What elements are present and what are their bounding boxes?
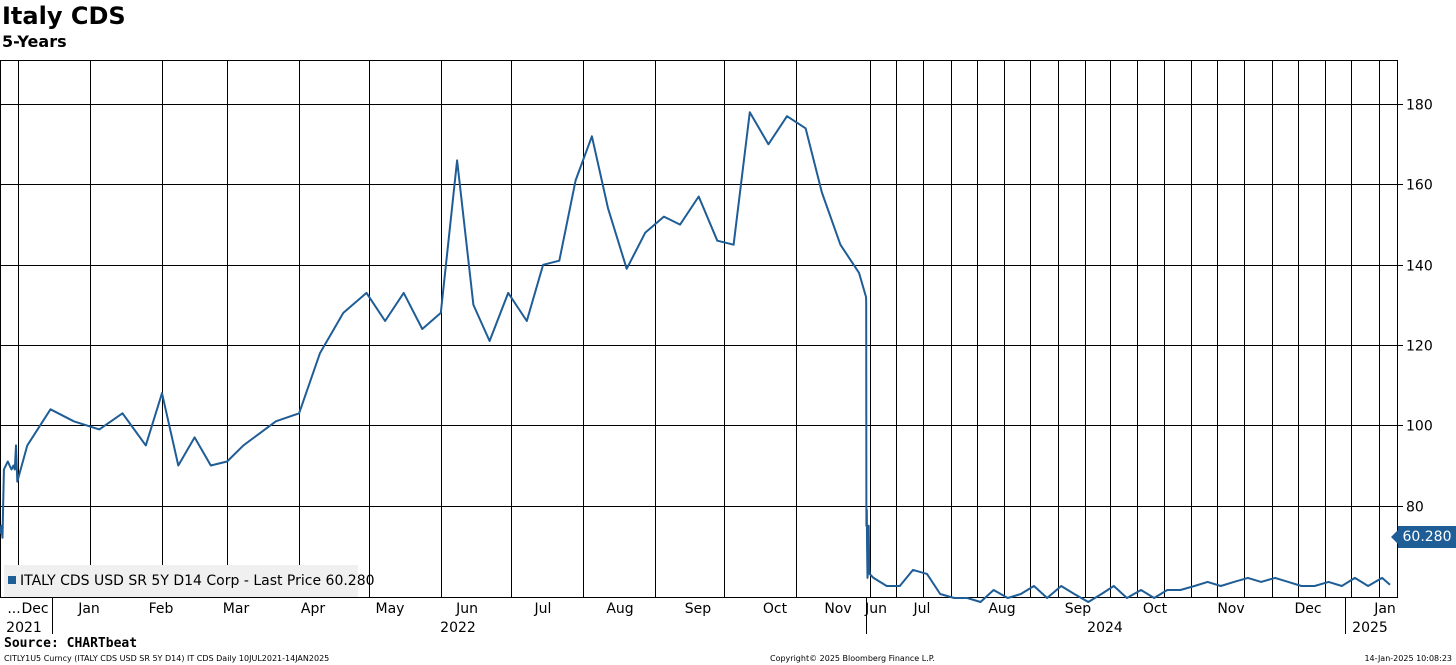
- legend-label: ITALY CDS USD SR 5Y D14 Corp - Last Pric…: [20, 573, 375, 589]
- y-tick-label: 80: [1406, 500, 1424, 516]
- x-month-label: Oct: [1143, 601, 1168, 617]
- x-month-label: Jul: [913, 601, 931, 617]
- x-month-label: Apr: [301, 601, 325, 617]
- x-month-label: Aug: [988, 601, 1015, 617]
- x-month-label: Sep: [1065, 601, 1092, 617]
- y-tick-label: 120: [1406, 339, 1433, 355]
- chart-subtitle: 5-Years: [2, 32, 67, 51]
- series-line: [0, 111, 1391, 603]
- x-month-label: Aug: [606, 601, 633, 617]
- x-month-label: Jan: [77, 601, 100, 617]
- y-tick-label: 160: [1406, 178, 1433, 194]
- x-month-label: Jul: [534, 601, 552, 617]
- x-month-label: Jun: [455, 601, 478, 617]
- x-month-label: Sep: [685, 601, 712, 617]
- last-price-badge: 60.280: [1391, 526, 1456, 548]
- x-month-label: Dec: [21, 601, 48, 617]
- y-tick-label: 140: [1406, 259, 1433, 275]
- source-note: Source: CHARTbeat: [4, 636, 138, 651]
- footer-copyright: Copyright© 2025 Bloomberg Finance L.P.: [770, 654, 935, 663]
- x-month-label: Jan: [1373, 601, 1396, 617]
- x-month-label: Feb: [149, 601, 174, 617]
- x-year-label: 2025: [1352, 620, 1388, 636]
- y-tick-label: 100: [1406, 419, 1433, 435]
- x-month-label: May: [376, 601, 405, 617]
- x-year-label: 2021: [6, 620, 42, 636]
- chart-title: Italy CDS: [2, 2, 126, 30]
- x-month-label: Dec: [1294, 601, 1321, 617]
- footer-timestamp: 14-Jan-2025 10:08:23: [1364, 654, 1452, 663]
- x-month-label: Nov: [824, 601, 851, 617]
- x-month-label: Jun: [864, 601, 887, 617]
- legend: ITALY CDS USD SR 5Y D14 Corp - Last Pric…: [4, 565, 375, 597]
- x-year-label: 2024: [1087, 620, 1123, 636]
- x-month-label: ...: [7, 601, 20, 617]
- y-tick-label: 180: [1406, 98, 1433, 114]
- x-month-label: Oct: [763, 601, 788, 617]
- footer-ticker: CITLY1U5 Curncy (ITALY CDS USD SR 5Y D14…: [4, 654, 330, 663]
- legend-swatch: [8, 576, 16, 584]
- x-year-label: 2022: [440, 620, 476, 636]
- x-month-label: Nov: [1217, 601, 1244, 617]
- plot-frame: [0, 60, 1398, 598]
- x-month-label: Mar: [223, 601, 250, 617]
